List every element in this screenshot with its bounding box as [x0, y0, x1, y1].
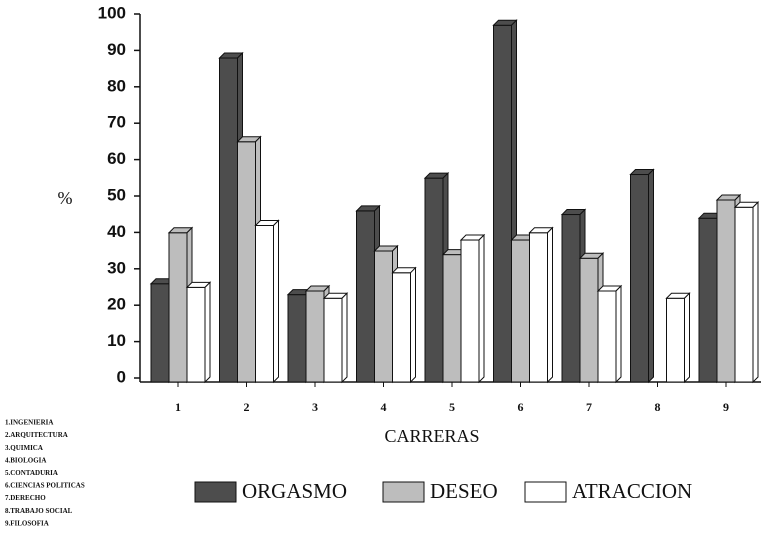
x-tick-label: 9 [723, 400, 729, 414]
note: 8.TRABAJO SOCIAL [5, 507, 73, 515]
bar [392, 272, 411, 383]
note: 5.CONTADURIA [5, 469, 58, 477]
bar [579, 257, 599, 383]
bar [698, 217, 718, 383]
y-axis-label: % [58, 188, 73, 208]
bar [561, 214, 581, 383]
bar [630, 174, 649, 383]
bar [666, 297, 685, 383]
x-axis-label: CARRERAS [384, 426, 479, 446]
legend-swatch [194, 481, 237, 503]
legend-label: ATRACCION [572, 479, 692, 503]
bar [287, 294, 307, 383]
bar-side [615, 284, 622, 384]
x-tick-label: 1 [175, 400, 181, 414]
x-tick-label: 2 [244, 400, 250, 414]
legend-swatch [382, 481, 425, 503]
bar [424, 177, 444, 383]
bar [305, 290, 325, 383]
y-tick-label: 40 [107, 222, 126, 241]
bar-side [341, 292, 348, 384]
bar-side [273, 219, 279, 384]
note: 3.QUIMICA [5, 444, 43, 452]
x-tick-label: 7 [586, 400, 592, 414]
note: 2.ARQUITECTURA [5, 431, 68, 439]
bar-side [410, 266, 416, 384]
y-tick-label: 30 [107, 258, 126, 277]
y-tick-label: 70 [107, 113, 126, 132]
x-tick-label: 6 [518, 400, 524, 414]
legend-label: DESEO [430, 479, 498, 503]
bar [460, 239, 480, 383]
bar [529, 232, 548, 383]
bar-side [648, 168, 654, 384]
y-tick-label: 60 [107, 149, 126, 168]
note: 6.CIENCIAS POLITICAS [5, 482, 85, 490]
y-tick-label: 100 [98, 3, 126, 22]
y-tick-label: 0 [117, 367, 126, 386]
bar-side [684, 292, 690, 384]
bar [150, 283, 170, 383]
bar [186, 286, 206, 383]
bar [442, 254, 462, 383]
legend-swatch [524, 481, 567, 503]
bar-side [478, 233, 485, 384]
bar [716, 199, 736, 383]
y-tick-label: 10 [107, 331, 126, 350]
x-tick-label: 3 [312, 400, 318, 414]
bar [356, 210, 375, 383]
bar [374, 250, 393, 383]
bar [219, 57, 238, 383]
bar [734, 206, 754, 383]
bar [597, 290, 617, 383]
bar [493, 24, 512, 383]
bar-side [547, 226, 553, 384]
legend-label: ORGASMO [242, 479, 347, 503]
x-tick-label: 5 [449, 400, 455, 414]
bar [255, 224, 274, 383]
bar [168, 232, 188, 383]
note: 4.BIOLOGIA [5, 456, 46, 464]
y-tick-label: 90 [107, 40, 126, 59]
y-tick-label: 80 [107, 76, 126, 95]
bar-side [752, 201, 759, 384]
bar [237, 141, 256, 383]
y-tick-label: 20 [107, 295, 126, 314]
bar [323, 297, 343, 383]
x-tick-label: 4 [381, 400, 387, 414]
note: 1.INGENIERIA [5, 419, 53, 427]
bar [511, 239, 530, 383]
bar-side [204, 281, 211, 384]
note: 7.DERECHO [5, 494, 46, 502]
x-tick-label: 8 [655, 400, 661, 414]
y-tick-label: 50 [107, 185, 126, 204]
note: 9.FILOSOFIA [5, 519, 49, 527]
